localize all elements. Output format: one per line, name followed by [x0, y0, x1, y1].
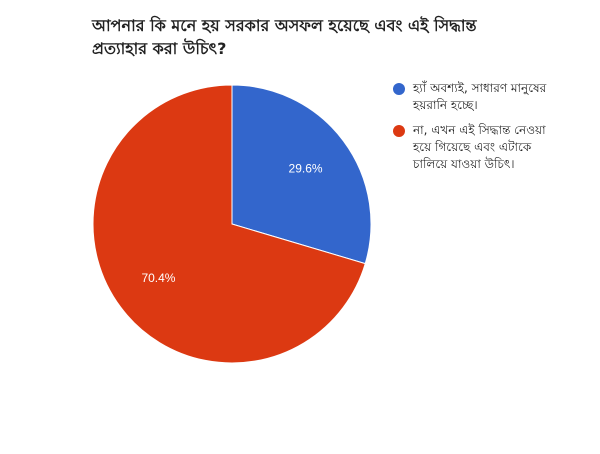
chart-title: আপনার কি মনে হয় সরকার অসফল হয়েছে এবং এ… — [92, 16, 477, 58]
legend-swatch-no — [393, 125, 405, 137]
pie-slice-0[interactable] — [231, 84, 372, 265]
legend-swatch-yes — [393, 83, 405, 95]
pie-slice-1[interactable] — [92, 84, 366, 364]
legend-label-no: না, এখন এই সিদ্ধান্ত নেওয়া হয়ে গিয়েছে… — [413, 123, 546, 171]
legend-label-yes: হ্যাঁ অবশ্যই, সাধারণ মানুষের হয়রানি হচ্… — [413, 81, 547, 112]
pie-slice-label-1: 70.4% — [141, 271, 175, 285]
pie-slice-label-0: 29.6% — [289, 161, 323, 175]
legend-item-no[interactable]: না, এখন এই সিদ্ধান্ত নেওয়া হয়ে গিয়েছে… — [393, 122, 593, 173]
legend-item-yes[interactable]: হ্যাঁ অবশ্যই, সাধারণ মানুষের হয়রানি হচ্… — [393, 80, 593, 114]
legend: হ্যাঁ অবশ্যই, সাধারণ মানুষের হয়রানি হচ্… — [393, 80, 593, 181]
